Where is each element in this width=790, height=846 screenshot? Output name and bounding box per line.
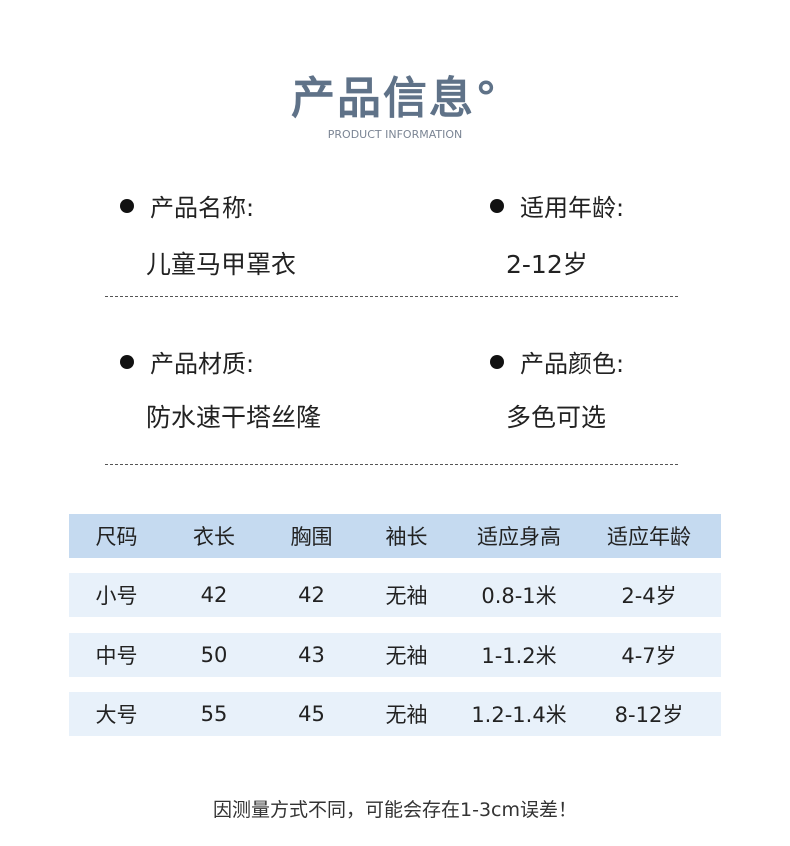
- cell: 50: [200, 643, 228, 667]
- cell: 小号: [95, 584, 138, 608]
- divider: [105, 464, 678, 465]
- table-header: 尺码 衣长 胸围 袖长 适应身高 适应年龄: [69, 514, 721, 558]
- table-row: 大号 55 45 无袖 1.2-1.4米 8-12岁: [69, 692, 721, 736]
- cell: 55: [200, 702, 228, 726]
- cell: 42: [298, 583, 325, 607]
- cell: 45: [298, 702, 325, 726]
- header-cell: 袖长: [385, 525, 428, 549]
- cell: 8-12岁: [614, 703, 684, 727]
- cell: 43: [298, 643, 325, 667]
- cell: 1-1.2米: [481, 644, 557, 668]
- cell: 大号: [95, 703, 138, 727]
- header-cell: 适应年龄: [607, 525, 691, 549]
- page-subtitle: PRODUCT INFORMATION: [327, 128, 463, 141]
- info-value-age: 2-12岁: [506, 250, 588, 279]
- cell: 中号: [95, 644, 138, 668]
- info-value-name: 儿童马甲罩衣: [146, 250, 297, 279]
- info-value-material: 防水速干塔丝隆: [146, 403, 322, 432]
- info-value-color: 多色可选: [506, 403, 607, 432]
- page-title: 产品信息°: [291, 73, 499, 124]
- header-cell: 尺码: [95, 525, 138, 549]
- cell: 无袖: [385, 584, 428, 608]
- cell: 1.2-1.4米: [471, 703, 567, 727]
- cell: 无袖: [385, 644, 428, 668]
- cell: 42: [200, 583, 228, 607]
- table-row: 中号 50 43 无袖 1-1.2米 4-7岁: [69, 633, 721, 677]
- info-label-age: 适用年龄:: [490, 188, 624, 223]
- divider: [105, 296, 678, 297]
- header-cell: 衣长: [193, 525, 235, 549]
- bullet-icon: [120, 354, 134, 369]
- info-label-name: 产品名称:: [120, 188, 254, 223]
- cell: 0.8-1米: [481, 584, 557, 608]
- cell: 4-7岁: [621, 644, 677, 668]
- table-row: 小号 42 42 无袖 0.8-1米 2-4岁: [69, 573, 721, 617]
- bullet-icon: [490, 198, 504, 213]
- bullet-icon: [120, 198, 134, 213]
- measurement-note: 因测量方式不同，可能会存在1-3cm误差！: [213, 799, 577, 821]
- header-cell: 胸围: [290, 525, 333, 549]
- cell: 无袖: [385, 703, 428, 727]
- cell: 2-4岁: [621, 584, 677, 608]
- info-label-material: 产品材质:: [120, 344, 254, 379]
- bullet-icon: [490, 354, 504, 369]
- info-label-color: 产品颜色:: [490, 344, 624, 379]
- header-cell: 适应身高: [477, 525, 561, 549]
